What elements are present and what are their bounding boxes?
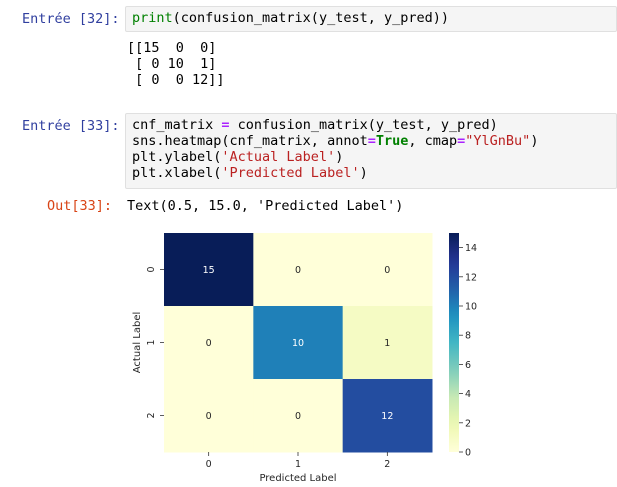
colorbar-tick-label: 2	[465, 418, 471, 429]
code-token: confusion_matrix(y_test, y_pred)	[229, 117, 498, 133]
cell-annotation: 10	[292, 338, 304, 349]
code-token: )	[359, 165, 368, 181]
code-token: plt.xlabel(	[132, 165, 222, 181]
y-tick-label: 2	[146, 412, 157, 418]
heatmap-cell	[342, 379, 433, 453]
colorbar-tick-label: 0	[465, 448, 471, 459]
colorbar-tick-label: 6	[465, 360, 471, 371]
output-prompt-33: Out[33]:	[47, 198, 113, 214]
code-line-4: plt.xlabel('Predicted Label')	[132, 165, 610, 181]
y-tick-label: 0	[146, 266, 157, 272]
code-token: )	[530, 133, 539, 149]
code-line-3: plt.ylabel('Actual Label')	[132, 149, 610, 165]
heatmap-cell	[342, 233, 433, 307]
heatmap-cell	[342, 306, 433, 380]
cell-annotation: 1	[384, 338, 390, 349]
y-axis-label: Actual Label	[132, 312, 143, 373]
cell-annotation: 0	[384, 265, 390, 276]
cell-annotation: 0	[206, 338, 212, 349]
cell-annotation: 0	[295, 265, 301, 276]
cell-output-32: [[15 0 0] [ 0 10 1] [ 0 0 12]]	[127, 40, 225, 88]
heatmap-cell	[164, 306, 254, 380]
x-axis-label: Predicted Label	[259, 473, 336, 484]
x-tick-label: 2	[384, 459, 390, 470]
cell-annotation: 15	[203, 265, 215, 276]
input-prompt-32: Entrée [32]:	[22, 11, 120, 27]
code-string: 'Predicted Label'	[221, 165, 360, 181]
code-line-2: sns.heatmap(cnf_matrix, annot=True, cmap…	[132, 133, 610, 149]
y-tick-label: 1	[146, 339, 157, 345]
code-token: sns.heatmap(cnf_matrix, annot	[132, 133, 368, 149]
code-token: )	[335, 149, 344, 165]
code-string: "YlGnBu"	[465, 133, 531, 149]
heatmap-cell	[164, 379, 254, 453]
colorbar-tick-label: 10	[465, 302, 477, 313]
input-prompt-33: Entrée [33]:	[22, 118, 120, 134]
code-cell-33[interactable]: cnf_matrix = confusion_matrix(y_test, y_…	[125, 113, 617, 189]
colorbar-tick-label: 12	[465, 272, 477, 283]
code-operator: =	[457, 133, 466, 149]
code-keyword-true: True	[375, 133, 409, 149]
code-operator: =	[367, 133, 376, 149]
cell-annotation: 0	[295, 411, 301, 422]
cell-annotation: 12	[381, 411, 393, 422]
colorbar	[449, 233, 459, 452]
code-token: (confusion_matrix(y_test, y_pred))	[172, 10, 449, 26]
code-token: plt.ylabel(	[132, 149, 222, 165]
code-line: print(confusion_matrix(y_test, y_pred))	[132, 10, 610, 26]
code-line-1: cnf_matrix = confusion_matrix(y_test, y_…	[132, 117, 610, 133]
cell-annotation: 0	[206, 411, 212, 422]
colorbar-tick-label: 8	[465, 331, 471, 342]
heatmap-cell	[253, 233, 344, 307]
colorbar-tick-label: 14	[465, 243, 477, 254]
code-string: 'Actual Label'	[221, 149, 336, 165]
heatmap-cell	[164, 233, 254, 307]
code-token: , cmap	[408, 133, 458, 149]
x-tick-label: 0	[206, 459, 212, 470]
code-operator: =	[221, 117, 230, 133]
x-tick-label: 1	[295, 459, 301, 470]
code-cell-32[interactable]: print(confusion_matrix(y_test, y_pred))	[125, 6, 617, 32]
code-token: cnf_matrix	[132, 117, 222, 133]
code-token-print: print	[132, 10, 173, 26]
cell-output-33: Text(0.5, 15.0, 'Predicted Label')	[127, 198, 404, 214]
heatmap-cell	[253, 306, 344, 380]
colorbar-tick-label: 4	[465, 389, 471, 400]
heatmap-cell	[253, 379, 344, 453]
